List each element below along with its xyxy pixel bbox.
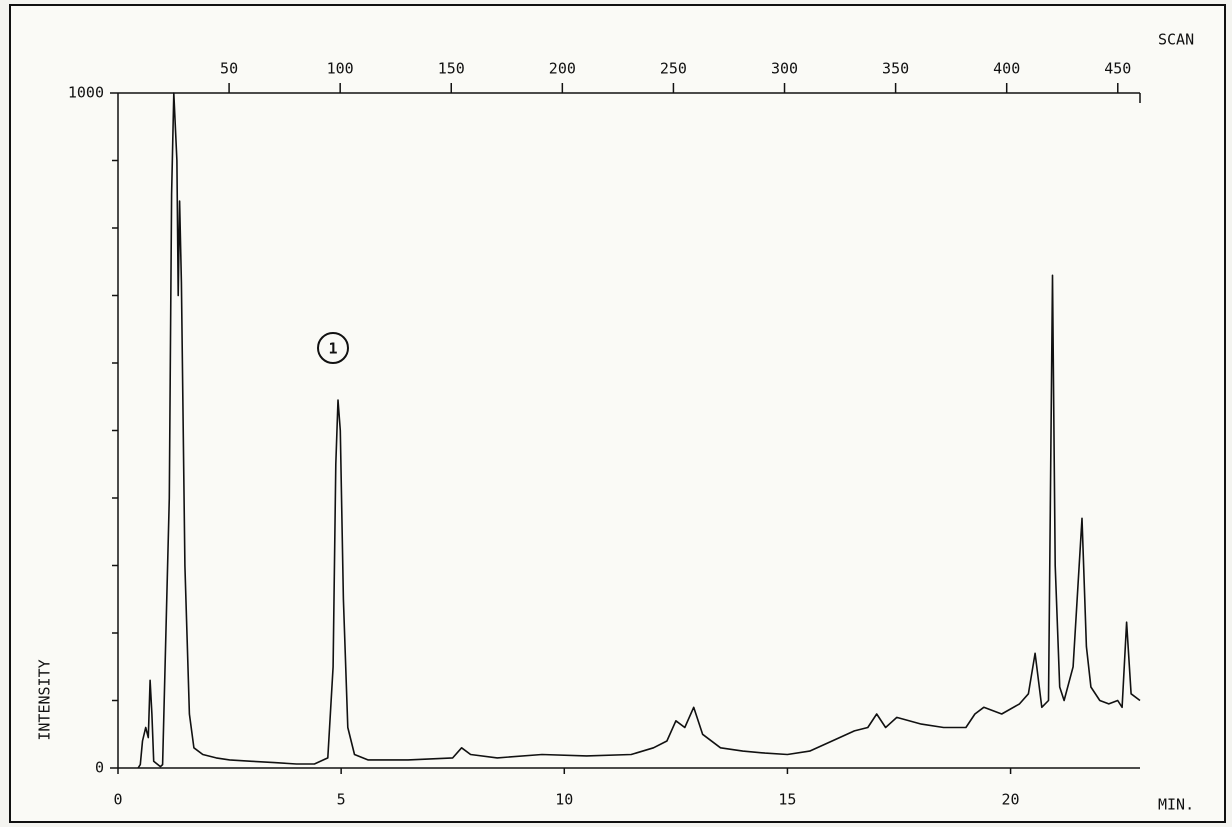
x2-tick-label: 250 [660, 60, 687, 78]
x2-tick-label: 50 [220, 60, 238, 78]
x-tick-label: 15 [778, 791, 796, 809]
annotation-circle [317, 332, 349, 364]
x-tick-label: 20 [1002, 791, 1020, 809]
x2-tick-label: 100 [327, 60, 354, 78]
x2-tick-label: 350 [882, 60, 909, 78]
x2-tick-label: 150 [438, 60, 465, 78]
x2-tick-label: 300 [771, 60, 798, 78]
y-tick-label: 1000 [68, 84, 104, 102]
x2-axis-label: SCAN [1158, 31, 1194, 49]
annotation: 1 [328, 340, 337, 358]
y-axis-label: INTENSITY [36, 659, 54, 740]
x2-tick-label: 450 [1104, 60, 1131, 78]
x-tick-label: 5 [337, 791, 346, 809]
y-tick-label: 0 [95, 759, 104, 777]
frame [9, 4, 1226, 823]
x-tick-label: 10 [555, 791, 573, 809]
x2-tick-label: 200 [549, 60, 576, 78]
x-axis-label: MIN. [1158, 796, 1194, 814]
trace [137, 92, 1141, 769]
x2-tick-label: 400 [993, 60, 1020, 78]
x-tick-label: 0 [113, 791, 122, 809]
